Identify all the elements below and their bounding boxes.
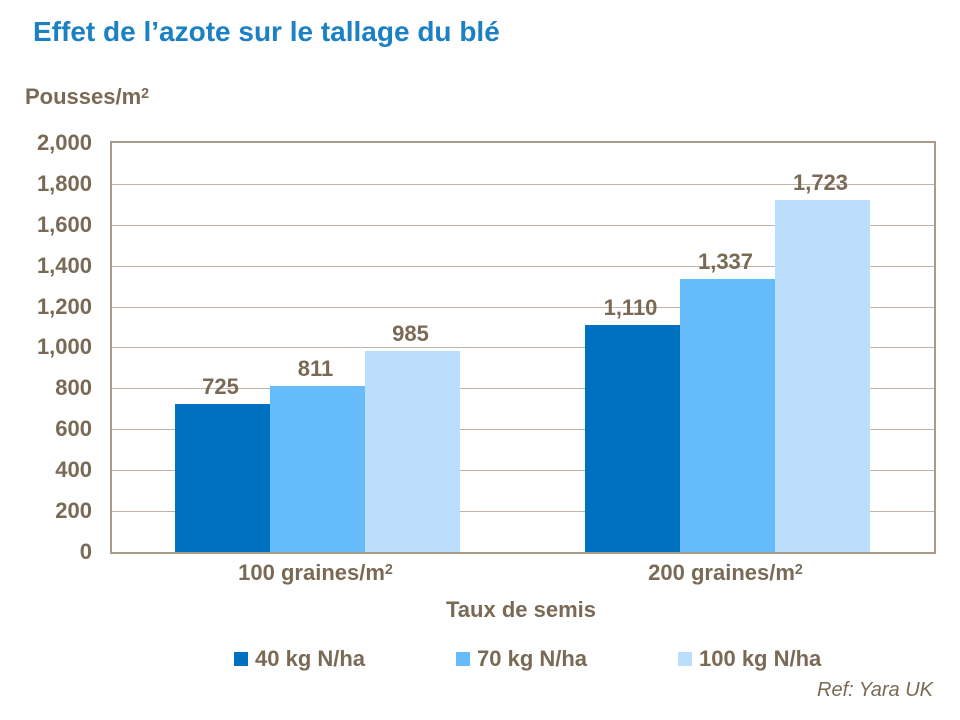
bar-40-kg-N/ha-group2 bbox=[585, 325, 680, 552]
category-label: 200 graines/m2 bbox=[648, 560, 803, 586]
legend-item-label: 70 kg N/ha bbox=[477, 646, 588, 671]
y-axis-tick-label: 1,600 bbox=[36, 212, 92, 237]
y-axis-tick-label: 2,000 bbox=[36, 130, 92, 155]
category-label-text: 200 graines/m bbox=[648, 560, 795, 585]
legend-item-label: 100 kg N/ha bbox=[699, 646, 822, 671]
gridline bbox=[112, 429, 934, 430]
category-label-text: 100 graines/m bbox=[238, 560, 385, 585]
category-label-superscript: 2 bbox=[794, 561, 803, 578]
bar-40-kg-N/ha-group1 bbox=[175, 404, 270, 552]
gridline bbox=[112, 307, 934, 308]
legend-swatch-icon bbox=[678, 652, 692, 666]
bar-100-kg-N/ha-group2 bbox=[775, 200, 870, 552]
bar-value-label: 985 bbox=[392, 321, 429, 346]
y-axis-tick-label: 600 bbox=[55, 416, 92, 441]
legend-item-100-kg-N/ha: 100 kg N/ha bbox=[678, 646, 900, 672]
category-label: 100 graines/m2 bbox=[238, 560, 393, 586]
gridline bbox=[112, 470, 934, 471]
bar-value-label: 811 bbox=[297, 356, 334, 381]
gridline bbox=[112, 388, 934, 389]
legend-item-70-kg-N/ha: 70 kg N/ha bbox=[456, 646, 678, 672]
y-axis-tick-labels: 0 200 400 600 800 1,000 1,200 1,400 1,600 1,800 2,… bbox=[0, 132, 92, 563]
bar-value-label: 1,723 bbox=[792, 170, 849, 195]
y-axis-tick-label: 1,800 bbox=[36, 171, 92, 196]
bar-100-kg-N/ha-group1 bbox=[365, 351, 460, 552]
gridline bbox=[112, 225, 934, 226]
y-axis-tick-label: 200 bbox=[55, 498, 92, 523]
bar-value-label: 1,110 bbox=[603, 295, 658, 320]
category-label-superscript: 2 bbox=[384, 561, 393, 578]
y-axis-tick-label: 1,400 bbox=[36, 253, 92, 278]
legend-swatch-icon bbox=[234, 652, 248, 666]
gridline bbox=[112, 266, 934, 267]
y-axis-title-superscript: 2 bbox=[141, 85, 150, 102]
gridline bbox=[112, 511, 934, 512]
legend-swatch-icon bbox=[456, 652, 470, 666]
y-axis-tick-label: 1,200 bbox=[36, 294, 92, 319]
y-axis-title-text: Pousses/m bbox=[25, 84, 142, 109]
gridline bbox=[112, 184, 934, 185]
reference-text: Ref: Yara UK bbox=[817, 679, 933, 701]
y-axis-tick-label: 800 bbox=[55, 375, 92, 400]
y-axis-tick-label: 0 bbox=[79, 539, 92, 564]
bar-value-label: 725 bbox=[202, 374, 239, 399]
y-axis-tick-label: 400 bbox=[55, 457, 92, 482]
gridline bbox=[112, 347, 934, 348]
y-axis-title: Pousses/m2 bbox=[25, 84, 149, 110]
plot-area bbox=[110, 141, 936, 554]
chart-title: Effet de l’azote sur le tallage du blé bbox=[33, 16, 500, 47]
legend-item-40-kg-N/ha: 40 kg N/ha bbox=[234, 646, 456, 672]
bar-70-kg-N/ha-group2 bbox=[680, 279, 775, 552]
legend-item-label: 40 kg N/ha bbox=[255, 646, 366, 671]
legend: 40 kg N/ha 70 kg N/ha 100 kg N/ha bbox=[234, 646, 900, 672]
y-axis-tick-label: 1,000 bbox=[36, 334, 92, 359]
bar-70-kg-N/ha-group1 bbox=[270, 386, 365, 552]
bar-value-label: 1,337 bbox=[697, 249, 754, 274]
x-axis-title: Taux de semis bbox=[446, 597, 596, 622]
